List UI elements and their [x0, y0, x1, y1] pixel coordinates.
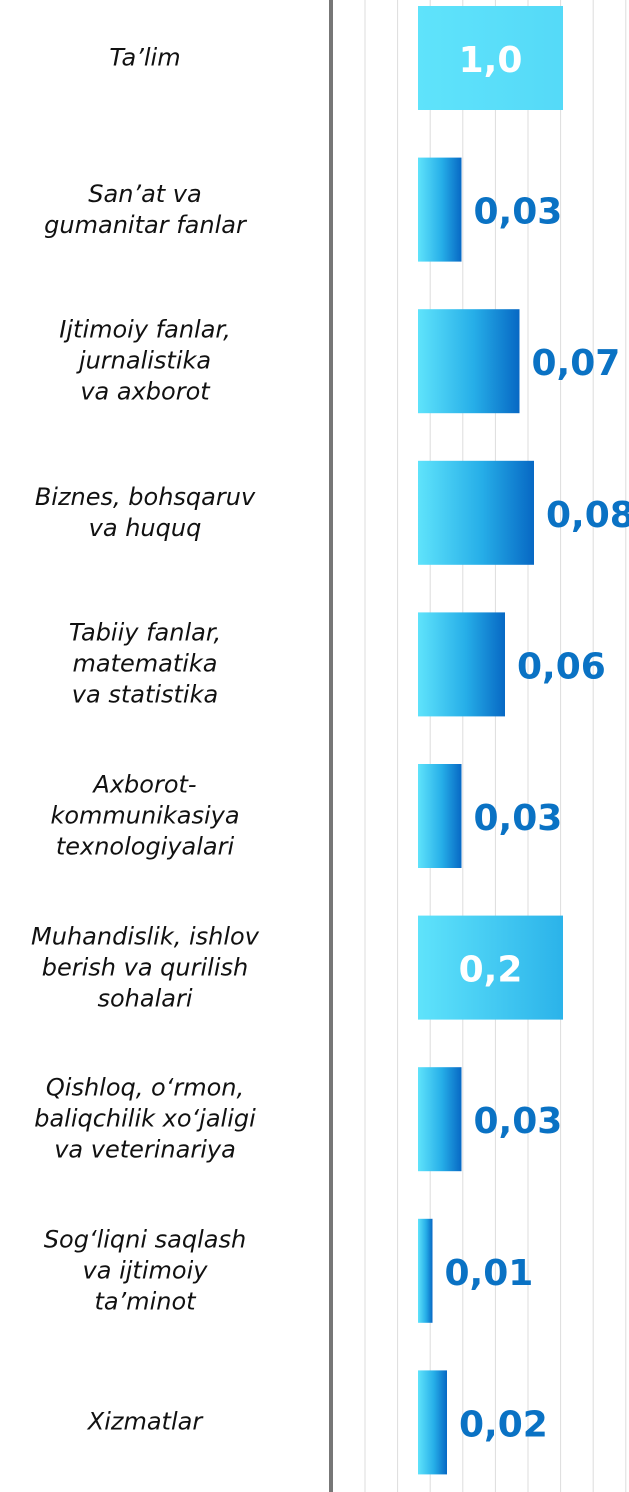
bar: [418, 1218, 433, 1323]
category-label: Xizmatlar: [87, 1407, 203, 1436]
value-label: 0,2: [459, 950, 523, 991]
value-label: 0,02: [459, 1404, 548, 1445]
value-label: 0,08: [546, 495, 629, 536]
category-label: Sog‘liqni saqlash va ijtimoiy ta’minot: [43, 1225, 247, 1316]
value-label: 1,0: [459, 40, 523, 81]
bar: [418, 6, 563, 110]
value-label: 0,03: [474, 1101, 563, 1142]
value-label: 0,07: [532, 343, 621, 384]
category-label: San’at va gumanitar fanlar: [44, 179, 246, 239]
category-label: Ta’lim: [109, 43, 181, 72]
bar: [418, 1370, 447, 1475]
bar: [418, 915, 563, 1020]
value-label: 0,03: [474, 798, 563, 839]
value-label: 0,01: [445, 1253, 534, 1294]
bar: [418, 157, 462, 262]
value-label: 0,03: [474, 192, 563, 233]
bar: [418, 460, 534, 565]
bar: [418, 764, 462, 868]
bar: [418, 1067, 462, 1172]
bar: [418, 612, 505, 717]
bars: [418, 6, 563, 1475]
category-label: Ijtimoiy fanlar, jurnalistika va axborot: [59, 315, 231, 406]
bar: [418, 309, 520, 414]
category-label: Biznes, bohsqaruv va huquq: [34, 482, 256, 542]
value-labels: 1,0 0,03 0,07 0,08 0,06 0,03 0,2 0,03 0,01 0,02: [445, 40, 629, 1445]
category-label: Qishloq, o‘rmon, baliqchilik xo‘jaligi v…: [34, 1073, 256, 1164]
category-label: Muhandislik, ishlov berish va qurilish s…: [31, 922, 259, 1013]
category-label: Axborot- kommunikasiya texnologiyalari: [50, 770, 240, 861]
category-label: Tabiiy fanlar, matematika va statistika: [68, 618, 222, 709]
value-label: 0,06: [517, 646, 606, 687]
